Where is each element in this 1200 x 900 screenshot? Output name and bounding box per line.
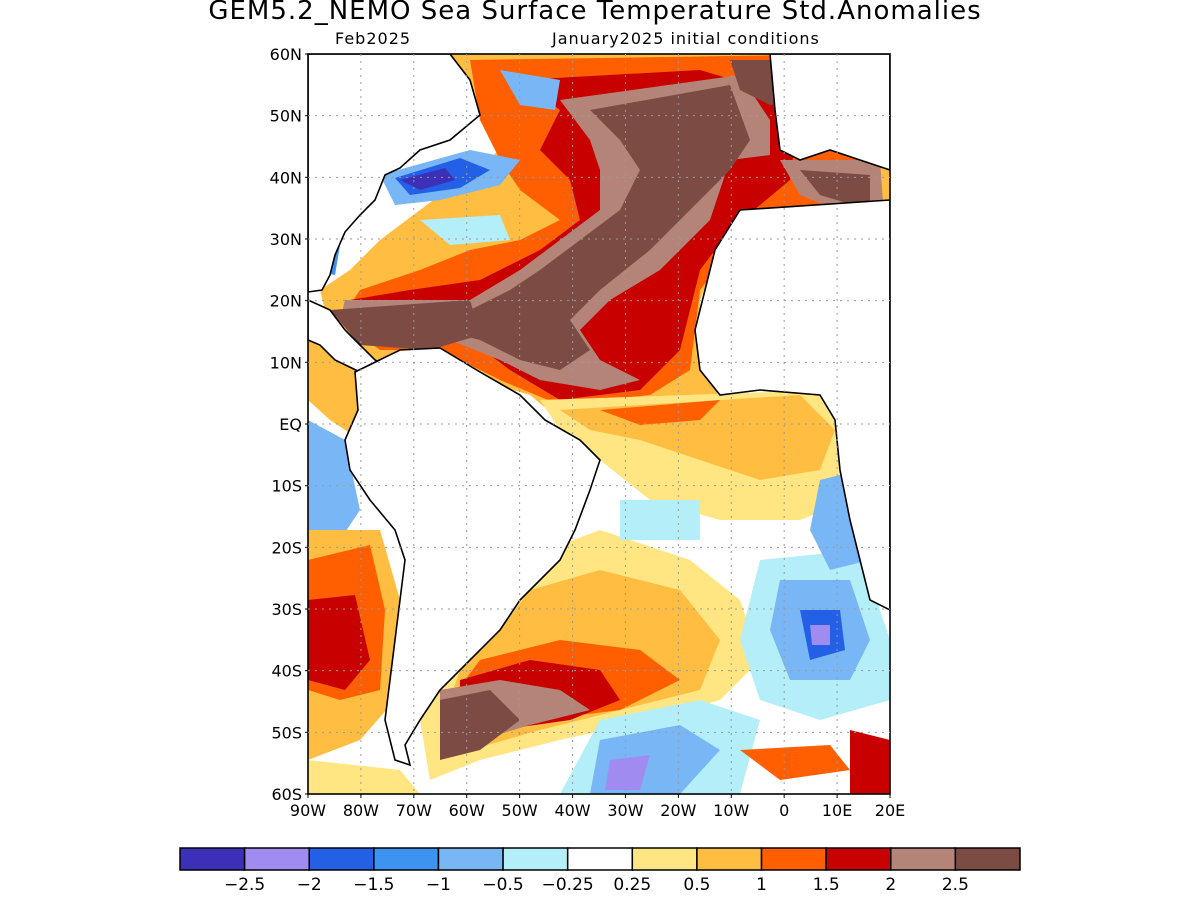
colorbar-swatch [825, 847, 892, 871]
sst-map-field [308, 54, 890, 794]
lat-tick-label: 20N [270, 292, 302, 311]
lon-tick-label: 30W [607, 801, 643, 820]
colorbar-swatch [179, 847, 246, 871]
europe-landmass [769, 54, 890, 171]
colorbar-tick-label: −0.5 [482, 875, 523, 895]
graticule [308, 54, 890, 794]
land-masses [308, 54, 890, 767]
init-conditions-label: January2025 initial conditions [552, 29, 820, 48]
lon-tick-label: 10E [822, 801, 852, 820]
colorbar-tick-label: −2 [297, 875, 322, 895]
lon-tick-label: 90W [290, 801, 326, 820]
colorbar-swatch [502, 847, 569, 871]
lon-tick-label: 80W [343, 801, 379, 820]
africa-landmass [694, 199, 890, 611]
map-title: GEM5.2_NEMO Sea Surface Temperature Std.… [208, 0, 982, 26]
lat-tick-label: 10N [270, 353, 302, 372]
colorbar-tick-label: −1.5 [353, 875, 394, 895]
colorbar-swatch [373, 847, 440, 871]
colorbar-swatch [308, 847, 375, 871]
lon-tick-label: 50W [502, 801, 538, 820]
lat-tick-label: 50N [270, 107, 302, 126]
colorbar-tick-label: 1 [756, 875, 767, 895]
lat-tick-label: 40S [271, 662, 302, 681]
colorbar-swatch [631, 847, 698, 871]
colorbar-swatch [243, 847, 310, 871]
lat-tick-label: 20S [271, 538, 302, 557]
colorbar-tick-label: 0.5 [683, 875, 710, 895]
equatorial-warm-band [540, 390, 860, 520]
lat-tick-label: 50S [271, 723, 302, 742]
latitude-axis: 60N 50N 40N 30N 20N 10N EQ 10S 20S 30S 40S 50S 60S [270, 45, 308, 804]
lon-tick-label: 0 [779, 801, 789, 820]
colorbar-swatch [566, 847, 634, 871]
pacific-anomalies [308, 340, 420, 794]
lat-tick-label: 30N [270, 230, 302, 249]
lat-tick-label: EQ [279, 415, 302, 434]
lon-tick-label: 20W [660, 801, 696, 820]
colorbar-swatch [696, 847, 763, 871]
lon-tick-label: 40W [554, 801, 590, 820]
lat-tick-label: 30S [271, 600, 302, 619]
colorbar-tick-label: 1.5 [813, 875, 840, 895]
south-atlantic-warm-anomaly [420, 530, 760, 780]
longitude-axis: 90W 80W 70W 60W 50W 40W 30W 20W 10W 0 10E 20E [290, 794, 905, 820]
lat-tick-label: 10S [271, 477, 302, 496]
lat-tick-label: 40N [270, 168, 302, 187]
colorbar-swatch [760, 847, 827, 871]
north-america-landmass [308, 54, 481, 293]
lat-tick-label: 60S [271, 785, 302, 804]
south-america-landmass [344, 347, 601, 767]
colorbar-swatch [437, 847, 504, 871]
colorbar-swatch [890, 847, 957, 871]
lon-tick-label: 20E [875, 801, 905, 820]
lat-tick-label: 60N [270, 45, 302, 64]
colorbar-tick-label: 2 [885, 875, 896, 895]
north-atlantic-warm-anomaly [320, 54, 890, 420]
lon-tick-label: 70W [396, 801, 432, 820]
lon-tick-label: 10W [713, 801, 749, 820]
colorbar-tick-label: −2.5 [224, 875, 265, 895]
colorbar [179, 847, 1021, 871]
south-atlantic-cold-anomaly [560, 470, 890, 794]
colorbar-swatch [954, 847, 1021, 871]
colorbar-tick-label: −0.25 [542, 875, 594, 895]
colorbar-tick-label: −1 [426, 875, 451, 895]
valid-month-label: Feb2025 [335, 29, 412, 48]
lon-tick-label: 60W [449, 801, 485, 820]
colorbar-tick-label: 0.25 [613, 875, 651, 895]
colorbar-tick-label: 2.5 [942, 875, 969, 895]
colorbar-labels: −2.5 −2 −1.5 −1 −0.5 −0.25 0.25 0.5 1 1.5 2 2.5 [224, 875, 969, 895]
